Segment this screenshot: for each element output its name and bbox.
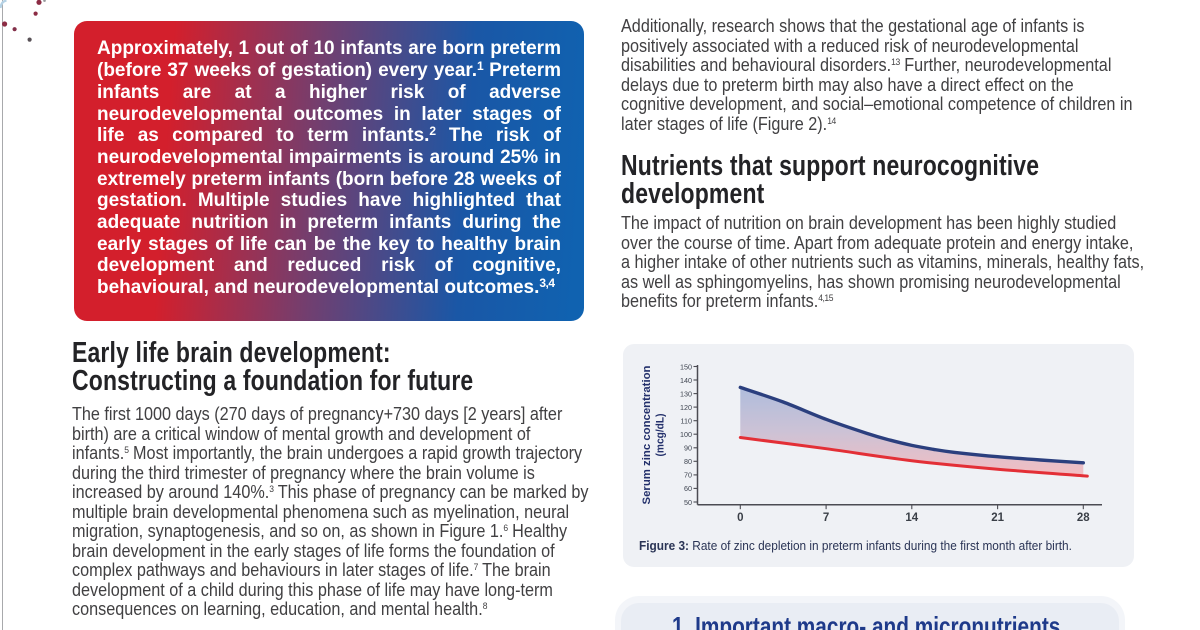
svg-text:14: 14 [905,512,918,524]
svg-text:7: 7 [823,512,829,524]
svg-text:120: 120 [680,403,692,412]
svg-text:50: 50 [684,498,692,507]
svg-text:110: 110 [681,417,692,426]
svg-text:(mcg/dL): (mcg/dL) [655,414,667,457]
svg-text:21: 21 [991,512,1004,524]
svg-text:0: 0 [737,512,743,524]
svg-text:100: 100 [680,430,692,439]
svg-text:80: 80 [684,457,692,466]
svg-text:90: 90 [684,444,692,453]
svg-text:60: 60 [684,484,692,493]
svg-text:Serum zinc concentration: Serum zinc concentration [641,366,653,505]
svg-text:28: 28 [1077,512,1090,524]
svg-text:130: 130 [680,389,692,398]
svg-text:70: 70 [684,471,692,480]
svg-text:140: 140 [680,376,692,385]
svg-text:150: 150 [680,362,692,371]
